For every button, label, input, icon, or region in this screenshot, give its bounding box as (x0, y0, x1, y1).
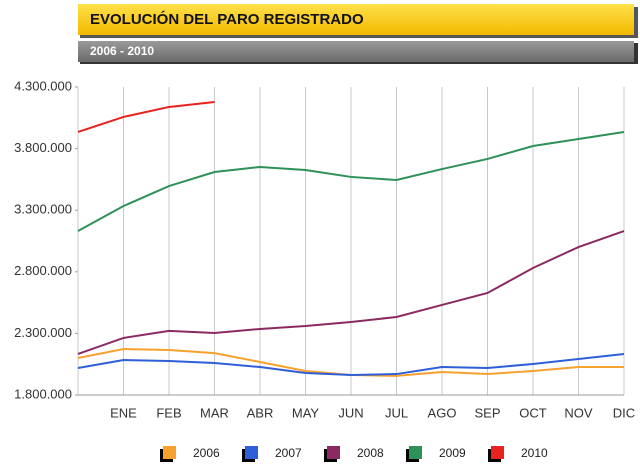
y-tick-label: 2.300.000 (14, 325, 72, 340)
legend-label: 2007 (275, 446, 302, 460)
legend-label: 2009 (439, 446, 466, 460)
legend-label: 2010 (521, 446, 548, 460)
x-tick-label: NOV (564, 405, 593, 420)
subtitle-bar (78, 41, 634, 62)
x-tick-label: JUN (338, 405, 363, 420)
x-tick-label: ENE (110, 405, 137, 420)
legend-swatch (163, 446, 176, 459)
series-line (77, 130, 625, 232)
x-tick-label: MAR (200, 405, 229, 420)
x-tick-label: DIC (613, 405, 635, 420)
y-tick-label: 3.800.000 (14, 140, 72, 155)
series-line (77, 101, 215, 133)
legend-label: 2008 (357, 446, 384, 460)
legend-swatch (491, 446, 504, 459)
x-tick-label: OCT (519, 405, 547, 420)
y-tick-label: 3.300.000 (14, 202, 72, 217)
legend-swatch (327, 446, 340, 459)
y-tick-label: 2.800.000 (14, 263, 72, 278)
x-tick-label: FEB (156, 405, 181, 420)
x-tick-label: MAY (292, 405, 320, 420)
x-tick-label: AGO (428, 405, 457, 420)
chart-subtitle: 2006 - 2010 (90, 44, 154, 58)
title-bar (78, 4, 634, 35)
y-tick-label: 1.800.000 (14, 386, 72, 401)
legend-swatch (409, 446, 422, 459)
legend-label: 2006 (193, 446, 220, 460)
legend-swatch (245, 446, 258, 459)
x-tick-label: SEP (474, 405, 500, 420)
x-tick-label: ABR (247, 405, 274, 420)
series-line (77, 230, 625, 355)
y-tick-label: 4.300.000 (14, 78, 72, 93)
series-line (77, 352, 625, 377)
chart-title: EVOLUCIÓN DEL PARO REGISTRADO (90, 10, 364, 28)
x-tick-label: JUL (385, 405, 408, 420)
